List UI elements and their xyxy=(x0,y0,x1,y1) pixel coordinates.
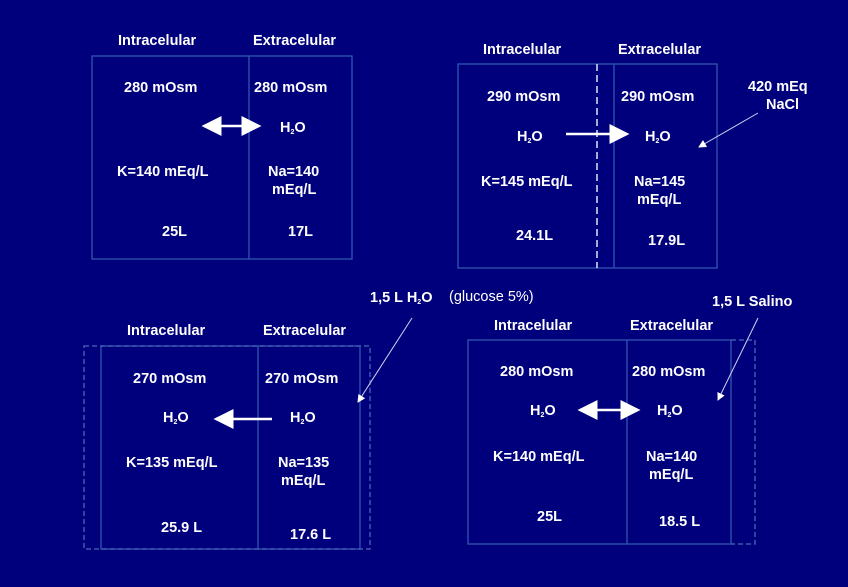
panel3-intra-osm: 270 mOsm xyxy=(133,371,207,387)
panel2-intra-vol: 24.1L xyxy=(516,228,554,244)
panel3-annotation: 1,5 L H2O xyxy=(370,290,433,306)
panel3-expanded-box xyxy=(83,345,371,550)
panel4-h2o-left: H2O xyxy=(530,403,556,419)
panel4-intra-osm: 280 mOsm xyxy=(500,364,574,380)
panel4-extra-ion: Na=140 xyxy=(646,449,698,465)
panel1-extra-ion: Na=140 xyxy=(268,164,320,180)
panel4-box xyxy=(467,339,732,545)
panel3-h2o-left: H2O xyxy=(163,410,189,426)
panel1-extra-label: Extracelular xyxy=(253,33,337,49)
panel3-intra-ion: K=135 mEq/L xyxy=(126,455,218,471)
panel2-extra-osm: 290 mOsm xyxy=(621,89,695,105)
panel3-annotation-pointer xyxy=(357,317,413,403)
panel2-annotation-salt: NaCl xyxy=(766,97,800,113)
panel2-h2o-right: H2O xyxy=(645,129,671,145)
panel3-h2o-right: H2O xyxy=(290,410,316,426)
panel1-extra-osm: 280 mOsm xyxy=(254,80,328,96)
panel1-box xyxy=(91,55,353,260)
panel2-annotation-pointer xyxy=(698,112,759,148)
panel4-annotation-pointer xyxy=(717,317,759,401)
panel1-extra-ion-unit: mEq/L xyxy=(272,182,317,198)
panel3-extra-ion: Na=135 xyxy=(278,455,330,471)
panel2-extra-label: Extracelular xyxy=(618,42,702,58)
panel2-extra-vol: 17.9L xyxy=(648,233,686,249)
panel3-intra-vol: 25.9 L xyxy=(161,520,203,536)
panel4-extra-vol: 18.5 L xyxy=(659,514,701,530)
panel2-box xyxy=(457,63,718,269)
panel3-extra-osm: 270 mOsm xyxy=(265,371,339,387)
panel1-intra-label: Intracelular xyxy=(118,33,197,49)
panel2-intra-ion: K=145 mEq/L xyxy=(481,174,573,190)
panel4-intra-vol: 25L xyxy=(537,509,562,525)
panel2-h2o-left: H2O xyxy=(517,129,543,145)
panel3-annotation-detail: (glucose 5%) xyxy=(449,289,534,305)
panel2-intra-label: Intracelular xyxy=(483,42,562,58)
panel1-intra-osm: 280 mOsm xyxy=(124,80,198,96)
panel1-intra-ion: K=140 mEq/L xyxy=(117,164,209,180)
panel4-extra-ion-unit: mEq/L xyxy=(649,467,694,483)
panel4-annotation: 1,5 L Salino xyxy=(712,294,793,310)
panel4-intra-label: Intracelular xyxy=(494,318,573,334)
panel1-h2o-right: H2O xyxy=(280,120,306,136)
panel2-extra-ion-unit: mEq/L xyxy=(637,192,682,208)
panel1-extra-vol: 17L xyxy=(288,224,313,240)
panel4-extra-osm: 280 mOsm xyxy=(632,364,706,380)
panel3-extra-label: Extracelular xyxy=(263,323,347,339)
panel4-intra-ion: K=140 mEq/L xyxy=(493,449,585,465)
panel4-expanded-box xyxy=(731,339,756,545)
panel1-intra-vol: 25L xyxy=(162,224,187,240)
panel2-extra-ion: Na=145 xyxy=(634,174,686,190)
panel4-extra-label: Extracelular xyxy=(630,318,714,334)
panel3-extra-vol: 17.6 L xyxy=(290,527,332,543)
panel3-extra-ion-unit: mEq/L xyxy=(281,473,326,489)
panel3-intra-label: Intracelular xyxy=(127,323,206,339)
panel2-annotation: 420 mEq xyxy=(748,79,808,95)
panel2-intra-osm: 290 mOsm xyxy=(487,89,561,105)
panel4-h2o-right: H2O xyxy=(657,403,683,419)
